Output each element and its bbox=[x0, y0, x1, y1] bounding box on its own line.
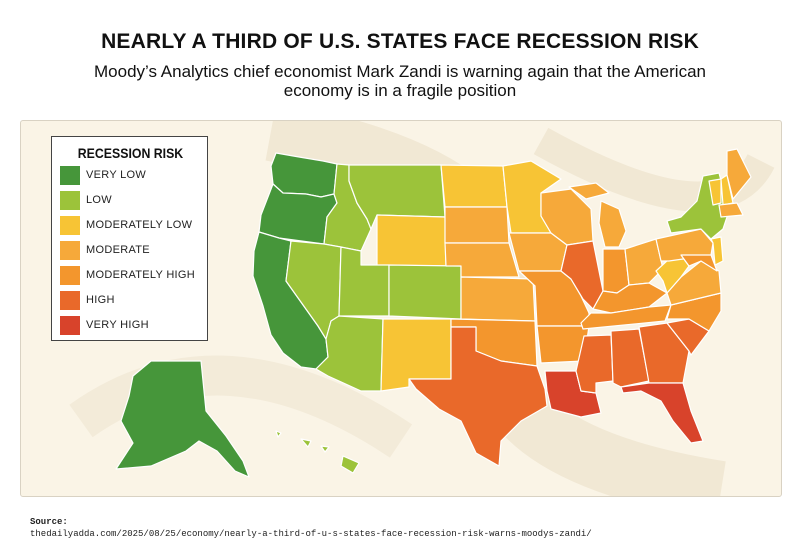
state-AK bbox=[115, 360, 250, 478]
legend-title: RECESSION RISK bbox=[77, 145, 184, 161]
legend-item-very-high: VERY HIGH bbox=[60, 316, 205, 336]
legend-item-moderately-high: MODERATELY HIGH bbox=[60, 266, 205, 286]
map-panel: RECESSION RISK VERY LOW LOW MODERATELY L… bbox=[20, 120, 782, 497]
page-subtitle: Moody’s Analytics chief economist Mark Z… bbox=[94, 62, 706, 100]
legend-label: VERY HIGH bbox=[86, 319, 149, 331]
legend-swatch bbox=[60, 191, 80, 210]
legend-item-high: HIGH bbox=[60, 291, 205, 311]
legend-label: VERY LOW bbox=[86, 169, 147, 181]
state-GA bbox=[638, 322, 690, 384]
state-VT bbox=[708, 178, 722, 206]
legend-swatch bbox=[60, 166, 80, 185]
state-FL bbox=[620, 382, 704, 444]
state-MI bbox=[568, 182, 627, 248]
legend-label: LOW bbox=[86, 194, 112, 206]
state-MD bbox=[680, 254, 718, 272]
state-ND bbox=[440, 164, 508, 208]
state-TX bbox=[408, 326, 548, 467]
source-label: Source: bbox=[30, 517, 68, 527]
state-CO bbox=[388, 264, 462, 320]
source-url: thedailyadda.com/2025/08/25/economy/near… bbox=[30, 529, 592, 539]
legend-swatch bbox=[60, 241, 80, 260]
legend: RECESSION RISK VERY LOW LOW MODERATELY L… bbox=[51, 136, 208, 341]
legend-item-very-low: VERY LOW bbox=[60, 166, 205, 186]
legend-label: MODERATELY LOW bbox=[86, 219, 193, 231]
legend-swatch bbox=[60, 316, 80, 335]
state-SC bbox=[666, 318, 710, 356]
state-NJ bbox=[710, 236, 724, 266]
state-MA bbox=[718, 202, 744, 218]
state-IL bbox=[560, 240, 604, 310]
legend-swatch bbox=[60, 216, 80, 235]
legend-swatch bbox=[60, 291, 80, 310]
state-HI bbox=[275, 430, 360, 474]
state-WY bbox=[376, 214, 447, 267]
legend-item-low: LOW bbox=[60, 191, 205, 211]
state-TN bbox=[580, 304, 672, 330]
state-AL bbox=[610, 328, 650, 388]
legend-label: MODERATE bbox=[86, 244, 150, 256]
legend-label: MODERATELY HIGH bbox=[86, 269, 196, 281]
state-KS bbox=[460, 276, 536, 322]
state-ME bbox=[726, 148, 752, 200]
legend-label: HIGH bbox=[86, 294, 115, 306]
state-OH bbox=[624, 238, 664, 286]
state-SD bbox=[444, 206, 510, 244]
us-state-map bbox=[115, 148, 752, 478]
state-IN bbox=[602, 248, 630, 294]
page-title: NEARLY A THIRD OF U.S. STATES FACE RECES… bbox=[101, 30, 699, 53]
legend-item-moderately-low: MODERATELY LOW bbox=[60, 216, 205, 236]
legend-swatch bbox=[60, 266, 80, 285]
legend-item-moderate: MODERATE bbox=[60, 241, 205, 261]
